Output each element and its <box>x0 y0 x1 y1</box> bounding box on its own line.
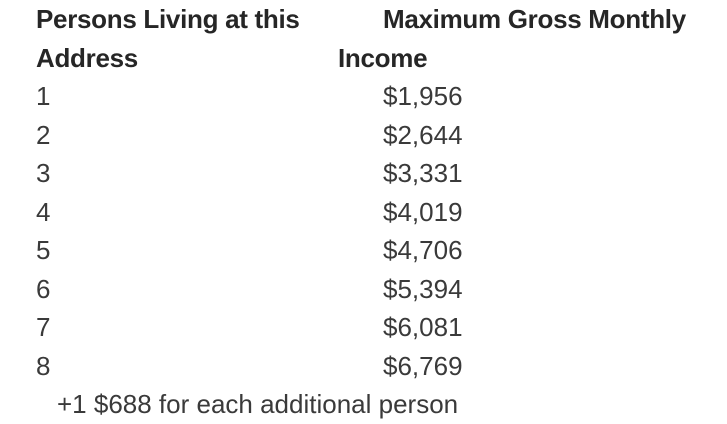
income-cell: $3,331 <box>383 158 463 188</box>
header-row-line2: Address Income <box>0 39 727 78</box>
income-column-header-line2: Income <box>338 42 428 73</box>
persons-cell: 3 <box>36 158 51 188</box>
income-cell: $6,769 <box>383 350 463 381</box>
persons-cell: 8 <box>36 350 51 381</box>
table-row: 6 $5,394 <box>0 270 727 309</box>
income-cell: $2,644 <box>383 119 463 150</box>
income-cell: $1,956 <box>383 81 463 111</box>
income-cell: $4,019 <box>383 196 463 227</box>
persons-column-header-line1: Persons Living at this <box>36 4 300 34</box>
persons-cell: 1 <box>36 81 51 111</box>
table-row: 5 $4,706 <box>0 231 727 270</box>
income-cell: $5,394 <box>383 273 463 304</box>
persons-column-header-line2: Address <box>36 42 138 73</box>
table-row: 2 $2,644 <box>0 116 727 155</box>
table-row: 8 $6,769 <box>0 347 727 386</box>
persons-cell: 6 <box>36 273 51 304</box>
footnote-row: +1 $688 for each additional person <box>0 385 727 424</box>
persons-cell: 7 <box>36 312 51 342</box>
income-column-header-line1: Maximum Gross Monthly <box>383 4 686 34</box>
header-row-line1: Persons Living at this Maximum Gross Mon… <box>0 0 727 39</box>
income-cell: $4,706 <box>383 235 463 265</box>
table-row: 7 $6,081 <box>0 308 727 347</box>
persons-cell: 5 <box>36 235 51 265</box>
additional-person-note: +1 $688 for each additional person <box>57 389 459 419</box>
persons-cell: 4 <box>36 196 51 227</box>
income-cell: $6,081 <box>383 312 463 342</box>
table-row: 3 $3,331 <box>0 154 727 193</box>
table-row: 1 $1,956 <box>0 77 727 116</box>
persons-cell: 2 <box>36 119 51 150</box>
table-row: 4 $4,019 <box>0 193 727 232</box>
